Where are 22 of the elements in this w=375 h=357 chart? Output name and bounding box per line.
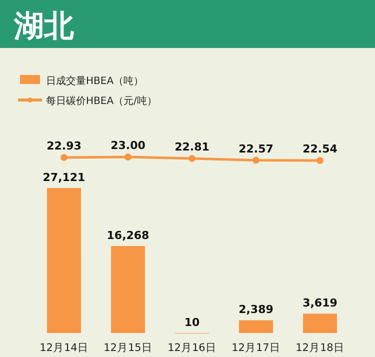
legend-label: 日成交量HBEA（吨） (46, 75, 144, 87)
data-label: 22.81 (174, 140, 210, 154)
bar (239, 320, 273, 333)
data-label: 23.00 (110, 139, 146, 152)
data-label: 10 (184, 316, 200, 329)
x-tick-label: 12月16日 (168, 342, 216, 354)
data-label: 16,268 (106, 229, 150, 242)
bar (111, 246, 145, 333)
x-tick-label: 12月14日 (40, 342, 88, 354)
data-label: 22.54 (302, 142, 338, 156)
bar (47, 188, 81, 333)
legend-label: 每日碳价HBEA（元/吨） (46, 95, 157, 107)
data-label: 27,121 (42, 171, 86, 184)
x-tick-label: 12月15日 (104, 342, 152, 354)
data-label: 22.93 (46, 140, 82, 153)
bar (303, 314, 337, 333)
x-tick-label: 12月17日 (232, 342, 280, 354)
data-label: 22.57 (238, 142, 274, 156)
data-label: 3,619 (302, 296, 338, 310)
chart-title: 湖北 (13, 9, 75, 44)
data-label: 2,389 (238, 303, 274, 316)
x-tick-label: 12月18日 (296, 342, 344, 354)
